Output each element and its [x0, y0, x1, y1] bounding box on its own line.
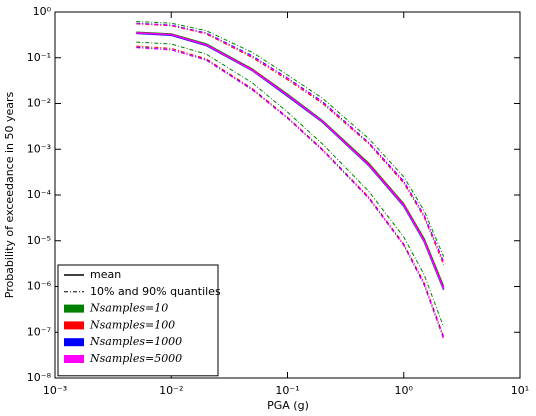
quantile-line	[136, 22, 445, 262]
quantile-line	[136, 45, 445, 337]
legend-label: Nsamples=5000	[89, 352, 182, 365]
legend-swatch	[64, 321, 84, 330]
y-tick-label: 10⁻³	[27, 142, 51, 155]
legend-label: 10% and 90% quantiles	[90, 285, 221, 298]
y-tick-label: 10⁻⁷	[27, 325, 51, 338]
legend-label: Nsamples=10	[89, 302, 168, 315]
x-axis-label: PGA (g)	[267, 399, 309, 412]
legend-swatch	[64, 338, 84, 347]
y-tick-label: 10⁻⁶	[27, 280, 52, 293]
mean-line	[136, 32, 445, 290]
x-tick-label: 10⁰	[395, 384, 414, 397]
legend-label: Nsamples=100	[89, 318, 175, 331]
legend: mean 10% and 90% quantiles Nsamples=10 Nsam…	[57, 264, 221, 377]
x-tick-label: 10⁻²	[159, 384, 183, 397]
y-tick-label: 10⁻¹	[27, 51, 51, 64]
y-tick-label: 10⁻⁴	[27, 188, 52, 201]
y-tick-label: 10⁻²	[27, 97, 51, 110]
y-tick-label: 10⁰	[33, 5, 52, 18]
legend-label: mean	[90, 268, 121, 281]
x-tick-label: 10⁻³	[43, 384, 67, 397]
y-tick-label: 10⁻⁵	[27, 234, 51, 247]
mean-line	[136, 31, 445, 287]
x-tick-label: 10¹	[511, 384, 529, 397]
quantile-line	[136, 41, 445, 328]
quantile-line	[136, 47, 445, 340]
legend-swatch	[64, 304, 84, 313]
plot-frame	[54, 11, 521, 379]
legend-swatch	[64, 355, 84, 363]
y-tick-label: 10⁻⁸	[27, 371, 52, 384]
x-tick-label: 10⁻¹	[275, 384, 299, 397]
legend-box	[57, 264, 219, 377]
y-axis-label: Probability of exceedance in 50 years	[3, 91, 16, 298]
legend-label: Nsamples=1000	[89, 335, 182, 348]
